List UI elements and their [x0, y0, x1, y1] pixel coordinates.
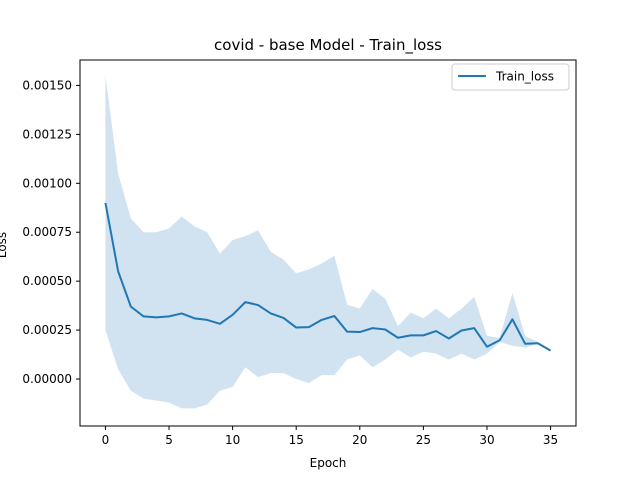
- x-tick-label: 35: [543, 433, 558, 447]
- train-loss-band: [105, 75, 551, 409]
- y-axis-label: Loss: [0, 232, 9, 258]
- axes-frame: [79, 59, 577, 427]
- x-tick-label: 0: [102, 433, 110, 447]
- legend-frame: [451, 63, 570, 91]
- x-tick-label: 5: [165, 433, 173, 447]
- y-tick-label: 0.00100: [22, 176, 72, 190]
- legend-label-train-loss: Train_loss: [495, 70, 554, 84]
- legend: Train_loss: [451, 63, 570, 91]
- y-tick-label: 0.00075: [22, 225, 72, 239]
- x-axis-label: Epoch: [310, 456, 347, 470]
- y-tick-label: 0.00050: [22, 274, 72, 288]
- y-tick-label: 0.00150: [22, 78, 72, 92]
- plot-area: [104, 75, 552, 409]
- x-tick-label: 20: [352, 433, 367, 447]
- chart-title: covid - base Model - Train_loss: [214, 36, 442, 55]
- x-tick-label: 10: [225, 433, 240, 447]
- axes: 0 5 10 15 20 25 30 35 0.00000 0.00025 0.00050 0.000…: [22, 59, 577, 447]
- y-tick-label: 0.00125: [22, 127, 72, 141]
- x-tick-label: 30: [479, 433, 494, 447]
- x-tick-label: 25: [416, 433, 431, 447]
- y-tick-label: 0.00025: [22, 323, 72, 337]
- y-tick-label: 0.00000: [22, 372, 72, 386]
- train-loss-line: [104, 202, 552, 352]
- x-tick-label: 15: [289, 433, 304, 447]
